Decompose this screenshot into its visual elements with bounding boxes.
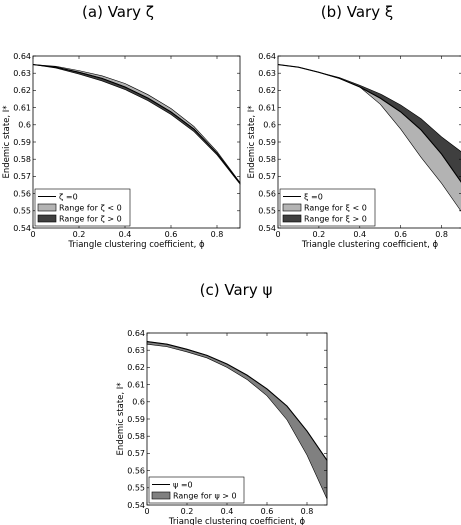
legend-label-1-2: Range for ξ > 0 [304, 214, 367, 223]
ytick-label-1-4: 0.58 [258, 155, 276, 164]
ytick-label-2-6: 0.6 [132, 398, 145, 407]
chart-b-title: (b) Vary ξ [321, 3, 393, 21]
xtick-label-1-0: 0 [275, 230, 280, 239]
ytick-label-0-0: 0.54 [13, 224, 31, 233]
chart-a-title: (a) Vary ζ [82, 3, 154, 21]
x-axis-label-0: Triangle clustering coefficient, ϕ [67, 240, 205, 250]
xtick-label-2-3: 0.6 [261, 507, 274, 516]
chart-c-title: (c) Vary ψ [200, 281, 273, 299]
ytick-label-0-2: 0.56 [13, 189, 31, 198]
legend-label-2-1: Range for ψ > 0 [173, 491, 237, 500]
legend-label-2-0: ψ =0 [173, 480, 193, 489]
chart-1: 0.54 0.55 0.56 0.57 0.58 0.59 0.6 0.61 0.62 0.63 0… [247, 52, 461, 250]
legend-label-0-1: Range for ζ < 0 [59, 203, 122, 212]
legend-swatch-1-2 [282, 214, 302, 223]
series-line-0-0 [32, 64, 241, 184]
ytick-label-1-1: 0.55 [258, 207, 276, 216]
ytick-label-0-9: 0.63 [13, 69, 31, 78]
legend-swatch-1-1 [282, 203, 302, 212]
legend-label-1-1: Range for ξ < 0 [304, 203, 367, 212]
xtick-label-1-3: 0.6 [394, 230, 407, 239]
ytick-label-1-9: 0.63 [258, 69, 276, 78]
legend-swatch-0-2 [37, 214, 57, 223]
ytick-label-2-3: 0.57 [127, 449, 145, 458]
xtick-label-0-4: 0.8 [211, 230, 224, 239]
xtick-label-2-2: 0.4 [221, 507, 234, 516]
ytick-label-1-10: 0.64 [258, 52, 276, 61]
xtick-label-2-0: 0 [144, 507, 149, 516]
ytick-label-2-1: 0.55 [127, 484, 145, 493]
xtick-label-0-0: 0 [30, 230, 35, 239]
ytick-label-2-7: 0.61 [127, 380, 145, 389]
ytick-label-2-4: 0.58 [127, 432, 145, 441]
legend-label-0-2: Range for ζ > 0 [59, 214, 122, 223]
band-0-0 [32, 64, 241, 185]
ytick-label-2-10: 0.64 [127, 329, 145, 338]
ytick-label-2-5: 0.59 [127, 415, 145, 424]
chart-2: 0.54 0.55 0.56 0.57 0.58 0.59 0.6 0.61 0.62 0.63 0… [116, 329, 328, 525]
ytick-label-0-8: 0.62 [13, 86, 31, 95]
xtick-label-0-2: 0.4 [119, 230, 132, 239]
legend-label-0-0: ζ =0 [59, 192, 78, 201]
legend-swatch-2-1 [151, 491, 171, 500]
ytick-label-1-8: 0.62 [258, 86, 276, 95]
legend-swatch-0-1 [37, 203, 57, 212]
xtick-label-1-1: 0.2 [313, 230, 326, 239]
xtick-label-1-4: 0.8 [435, 230, 448, 239]
ytick-label-0-4: 0.58 [13, 155, 31, 164]
ytick-label-0-5: 0.59 [13, 138, 31, 147]
plots: 0.54 0.55 0.56 0.57 0.58 0.59 0.6 0.61 0.62 0.63 0… [2, 52, 461, 525]
y-axis-label-2: Endemic state, I* [116, 382, 126, 455]
ytick-label-2-0: 0.54 [127, 501, 145, 510]
band-0-1 [32, 64, 241, 186]
ytick-label-1-3: 0.57 [258, 172, 276, 181]
legend-label-1-0: ξ =0 [304, 192, 323, 201]
ytick-label-1-2: 0.56 [258, 189, 276, 198]
chart-0: 0.54 0.55 0.56 0.57 0.58 0.59 0.6 0.61 0.62 0.63 0… [2, 52, 241, 250]
ytick-label-0-10: 0.64 [13, 52, 31, 61]
xtick-label-1-2: 0.4 [353, 230, 366, 239]
ytick-label-0-6: 0.6 [18, 121, 31, 130]
xtick-label-2-4: 0.8 [301, 507, 314, 516]
ytick-label-1-5: 0.59 [258, 138, 276, 147]
ytick-label-2-8: 0.62 [127, 363, 145, 372]
ytick-label-0-7: 0.61 [13, 103, 31, 112]
ytick-label-0-1: 0.55 [13, 207, 31, 216]
ytick-label-1-6: 0.6 [263, 121, 276, 130]
x-axis-label-1: Triangle clustering coefficient, ϕ [301, 240, 439, 250]
ytick-label-1-7: 0.61 [258, 103, 276, 112]
xtick-label-0-3: 0.6 [165, 230, 178, 239]
series-line-1-0 [277, 64, 461, 183]
ytick-label-1-0: 0.54 [258, 224, 276, 233]
xtick-label-0-1: 0.2 [73, 230, 86, 239]
ytick-label-2-9: 0.63 [127, 346, 145, 355]
y-axis-label-1: Endemic state, I* [247, 105, 257, 178]
band-2-0 [146, 341, 328, 500]
ytick-label-2-2: 0.56 [127, 466, 145, 475]
series-line-2-0 [146, 341, 328, 461]
xtick-label-2-1: 0.2 [181, 507, 194, 516]
x-axis-label-2: Triangle clustering coefficient, ϕ [168, 517, 306, 525]
ytick-label-0-3: 0.57 [13, 172, 31, 181]
y-axis-label-0: Endemic state, I* [2, 105, 12, 178]
